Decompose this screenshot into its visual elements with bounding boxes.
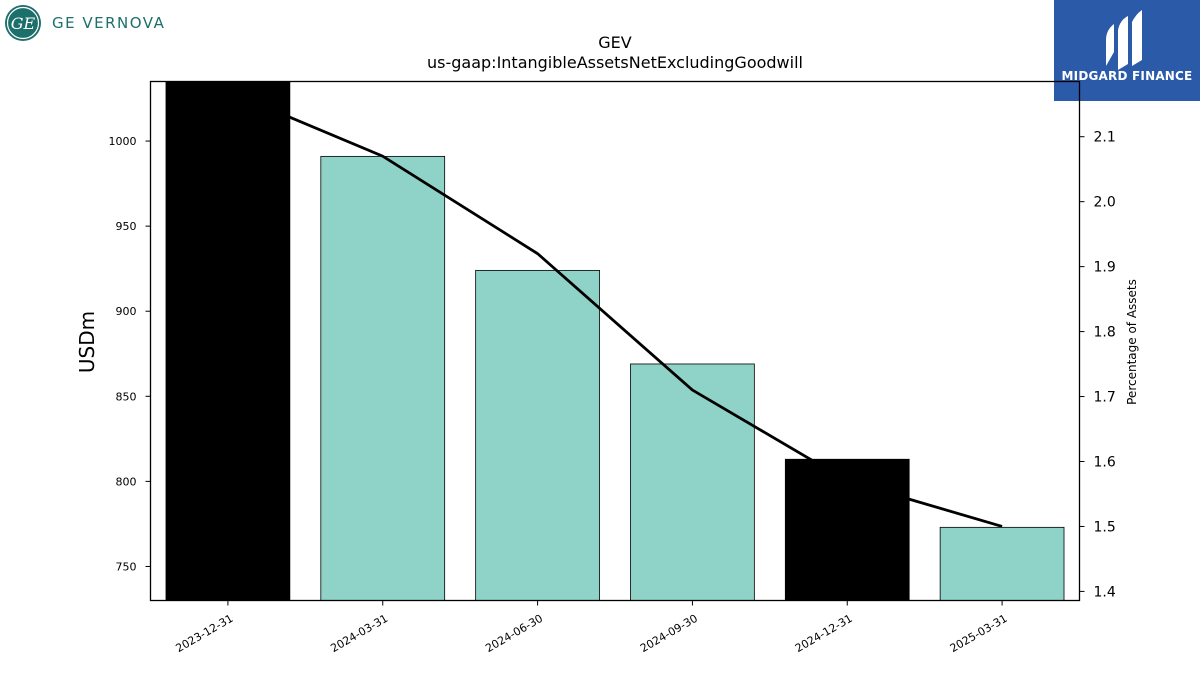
y-tick-label: 750 [116,560,137,573]
x-tick-label: 2025-03-31 [948,612,1010,655]
y2-tick-label: 1.8 [1094,325,1116,341]
y-tick-label: 850 [116,390,137,403]
y2-tick-label: 2.0 [1094,195,1116,211]
line-path [227,89,1003,528]
midgard-finance-watermark: MIDGARD FINANCE [1054,0,1200,101]
svg-text:GE: GE [11,14,36,33]
y2-tick-label: 1.5 [1094,519,1116,535]
ge-monogram-icon: GE [5,5,41,41]
y-tick-label: 950 [116,220,137,233]
watermark-label: MIDGARD FINANCE [1061,69,1193,83]
midgard-mark-icon [1106,10,1142,70]
line-series [227,89,1003,528]
y-tick-label: 800 [116,475,137,488]
bar [165,81,291,601]
y2-tick-label: 1.6 [1094,454,1116,470]
bar [320,155,446,601]
bar-series [165,81,1065,601]
y-axis-label: USDm [75,311,99,373]
chart-title: GEV [598,33,632,52]
y2-tick-label: 2.1 [1094,130,1116,146]
bar [475,269,600,601]
chart-subtitle: us-gaap:IntangibleAssetsNetExcludingGood… [427,53,803,72]
ge-vernova-logo: GE GE VERNOVA [4,4,165,42]
x-tick-label: 2024-09-30 [638,612,700,655]
bar [939,526,1065,601]
company-name: GE VERNOVA [52,14,166,32]
x-axis: 2023-12-31 2024-03-31 2024-06-30 2024-09-30… [174,600,1010,655]
y2-tick-label: 1.7 [1094,390,1116,406]
y-tick-label: 1000 [109,135,137,148]
y-tick-label: 900 [116,305,137,318]
x-tick-label: 2024-03-31 [328,612,390,655]
left-axis: 750 800 850 900 950 1000 [109,135,151,573]
right-axis: 1.4 1.5 1.6 1.7 1.8 1.9 2.0 2.1 [1079,130,1116,600]
y2-tick-label: 1.4 [1094,584,1116,600]
bar [784,458,910,601]
x-tick-label: 2024-06-30 [483,612,545,655]
plot-frame [149,80,1081,602]
bar [630,363,755,601]
y2-tick-label: 1.9 [1094,260,1116,276]
x-tick-label: 2024-12-31 [793,612,855,655]
x-tick-label: 2023-12-31 [174,612,236,655]
y2-axis-label: Percentage of Assets [1125,279,1139,405]
